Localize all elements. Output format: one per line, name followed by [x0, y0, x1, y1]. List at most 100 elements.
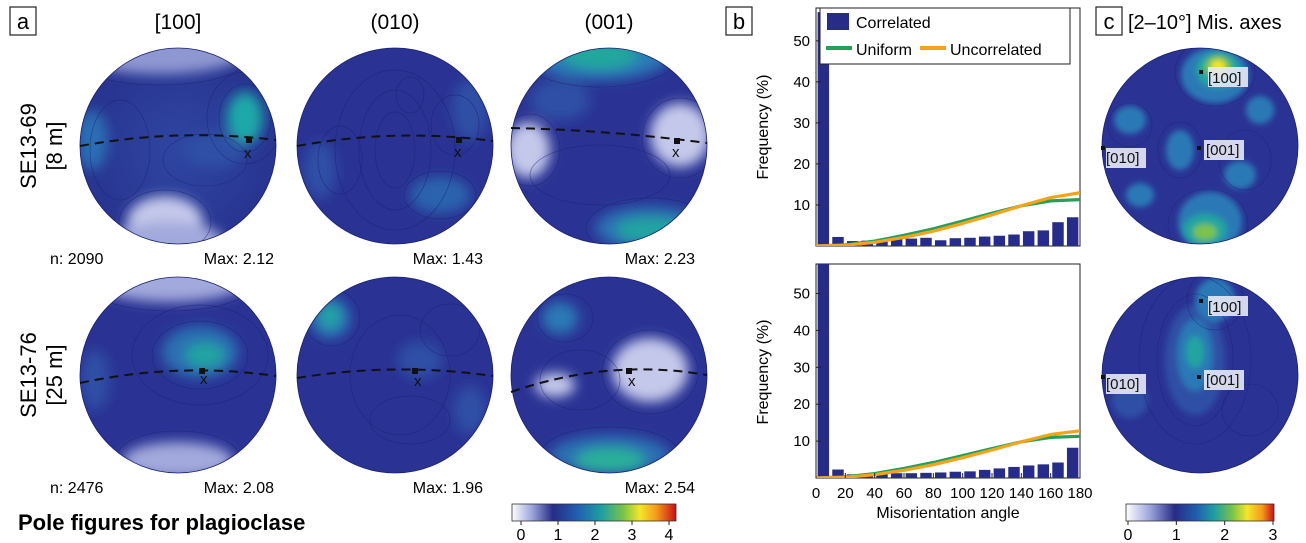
colorbar-tick-label: 2: [1220, 527, 1229, 543]
n-count-sample-2: n: 2476: [50, 480, 103, 497]
mis-axes-figure-1: [1101, 47, 1299, 245]
svg-text:a: a: [17, 9, 30, 34]
histogram-top-ylabel: Frequency (%): [755, 75, 772, 180]
svg-text:x: x: [414, 373, 422, 390]
svg-text:x: x: [672, 144, 680, 161]
bar: [1022, 231, 1035, 246]
y-tick-label: 30: [793, 359, 810, 376]
bar: [832, 236, 844, 246]
svg-text:[100]: [100]: [1208, 299, 1241, 316]
bar: [934, 240, 947, 246]
bar: [949, 471, 962, 478]
x-tick-label: 0: [812, 485, 820, 502]
dashed-trace-lines: [79, 127, 708, 393]
svg-text:[001]: [001]: [1206, 142, 1239, 159]
bar: [1066, 217, 1079, 246]
y-tick-label: 10: [793, 433, 810, 450]
panel-label-c: c: [1095, 6, 1123, 36]
column-header-100: [100]: [155, 11, 202, 34]
histogram-bottom: 10 20 30 40 50 0 20 40 60 80 100 120 140 160 180 Freq…: [755, 263, 1093, 522]
colorbar-tick-label: 0: [517, 527, 526, 543]
panel-c-title: [2–10°] Mis. axes: [1128, 12, 1282, 34]
bar: [1008, 466, 1020, 478]
bar: [964, 471, 976, 478]
colorbar-tick-label: 4: [665, 527, 674, 543]
bar: [817, 264, 830, 478]
svg-text:x: x: [244, 145, 252, 162]
y-tick-label: 40: [793, 322, 810, 339]
mis-axis-labels: [100] [010] [001] [100] [010] [001]: [1101, 67, 1248, 394]
bar: [832, 469, 844, 478]
colorbar-tick-label: 2: [591, 527, 600, 543]
colorbar-tick-label: 3: [1269, 527, 1278, 543]
svg-text:[010]: [010]: [1106, 376, 1139, 393]
bar: [978, 236, 991, 246]
legend-uniform: Uniform: [856, 42, 912, 59]
legend-correlated: Correlated: [856, 15, 931, 32]
y-tick-label: 30: [793, 115, 810, 132]
bar: [1052, 462, 1064, 478]
panel-label-a: a: [9, 6, 37, 36]
bar: [949, 238, 962, 246]
svg-text:[010]: [010]: [1106, 150, 1139, 167]
x-tick-label: 100: [950, 485, 975, 502]
column-header-001: (001): [584, 11, 633, 34]
figure-bottom-title: Pole figures for plagioclase: [18, 510, 305, 535]
x-tick-label: 40: [866, 485, 883, 502]
histogram-bottom-ylabel: Frequency (%): [755, 320, 772, 425]
panel-label-b: b: [725, 6, 753, 36]
max-r1-100: Max: 2.12: [204, 251, 274, 268]
colorbar-tick-label: 0: [1124, 527, 1133, 543]
n-count-sample-1: n: 2090: [50, 251, 103, 268]
x-tick-label: 60: [896, 485, 913, 502]
y-tick-label: 50: [793, 286, 810, 303]
svg-text:SE13-76: SE13-76: [16, 332, 41, 418]
svg-text:b: b: [733, 9, 745, 34]
legend-swatch-correlated: [827, 13, 849, 30]
x-tick-label: 160: [1038, 485, 1063, 502]
histogram-top: 10 20 30 40 50 Frequency (%) Correlated Unif…: [755, 7, 1081, 247]
colorbar-tick-label: 1: [1172, 527, 1181, 543]
bar: [1022, 465, 1035, 478]
bar: [890, 239, 903, 246]
svg-text:x: x: [200, 371, 208, 388]
svg-text:x: x: [454, 144, 462, 161]
svg-text:x: x: [628, 373, 636, 390]
row-label-sample-2: SE13-76 [25 m]: [16, 332, 67, 418]
y-tick-label: 40: [793, 74, 810, 91]
bar: [920, 472, 932, 478]
bar: [876, 239, 888, 246]
max-r1-001: Max: 2.23: [625, 251, 695, 268]
svg-text:[100]: [100]: [1208, 70, 1241, 87]
x-tick-label: 20: [837, 485, 854, 502]
y-tick-label: 20: [793, 396, 810, 413]
legend: Correlated Uniform Uncorrelated: [819, 7, 1071, 65]
pole-figure-r1-010: [296, 47, 494, 245]
bar: [1037, 464, 1050, 478]
bar: [905, 238, 918, 246]
bar: [890, 473, 903, 478]
pole-figure-r2-010: [296, 276, 494, 474]
svg-text:c: c: [1104, 9, 1115, 34]
bar: [934, 472, 947, 478]
svg-text:SE13-69: SE13-69: [16, 103, 41, 189]
max-r1-010: Max: 1.43: [413, 251, 483, 268]
svg-text:[25 m]: [25 m]: [42, 344, 67, 405]
x-markers: x x x x x x: [199, 137, 680, 390]
bar: [1037, 230, 1050, 246]
x-tick-label: 80: [925, 485, 942, 502]
bar: [905, 473, 918, 478]
y-tick-label: 50: [793, 33, 810, 50]
histogram-xlabel: Misorientation angle: [876, 505, 1019, 522]
max-r2-100: Max: 2.08: [204, 480, 274, 497]
series-line-uncorrelated: [816, 191, 1080, 246]
y-tick-label: 20: [793, 156, 810, 173]
series-line-uncorrelated: [816, 429, 1080, 478]
x-tick-label: 140: [1009, 485, 1034, 502]
colorbar-tick-label: 3: [628, 527, 637, 543]
pole-figure-r2-001: [510, 276, 708, 474]
bar: [920, 237, 932, 246]
bar: [1066, 447, 1079, 478]
bar: [817, 12, 830, 246]
